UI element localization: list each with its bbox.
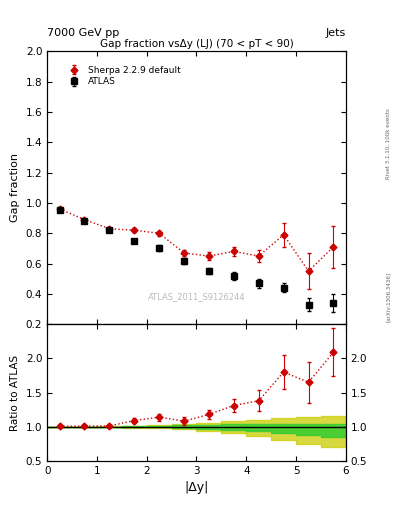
Y-axis label: Gap fraction: Gap fraction xyxy=(10,153,20,222)
Y-axis label: Ratio to ATLAS: Ratio to ATLAS xyxy=(10,354,20,431)
Text: Jets: Jets xyxy=(325,28,346,38)
Text: [arXiv:1306.3436]: [arXiv:1306.3436] xyxy=(386,272,391,322)
Title: Gap fraction vsΔy (LJ) (70 < pT < 90): Gap fraction vsΔy (LJ) (70 < pT < 90) xyxy=(99,39,294,49)
Legend: Sherpa 2.2.9 default, ATLAS: Sherpa 2.2.9 default, ATLAS xyxy=(64,64,183,88)
Text: 7000 GeV pp: 7000 GeV pp xyxy=(47,28,119,38)
Text: Rivet 3.1.10, 100k events: Rivet 3.1.10, 100k events xyxy=(386,108,391,179)
Text: ATLAS_2011_S9126244: ATLAS_2011_S9126244 xyxy=(148,292,245,302)
X-axis label: |Δy|: |Δy| xyxy=(184,481,209,494)
